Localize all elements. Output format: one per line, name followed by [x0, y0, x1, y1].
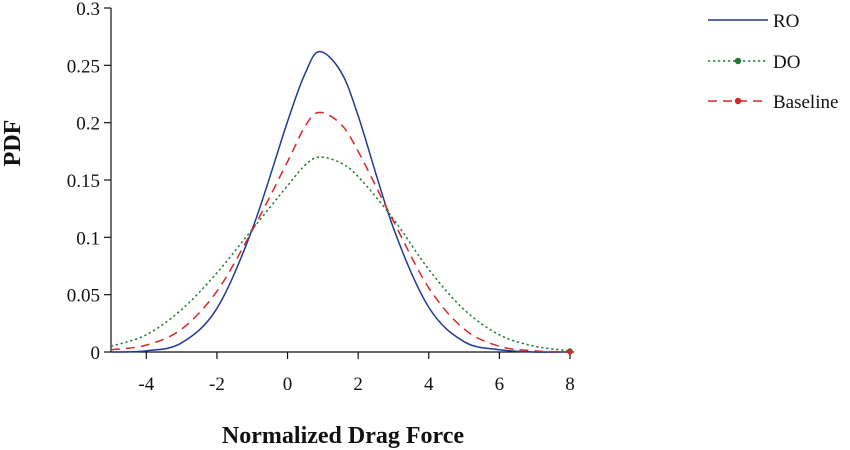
x-tick-label: 2: [353, 374, 363, 395]
y-tick-label: 0.2: [76, 114, 100, 135]
series-lines: [110, 50, 573, 355]
x-axis-title: Normalized Drag Force: [222, 423, 464, 449]
legend-label: Baseline: [773, 92, 838, 113]
x-tick-label: 0: [283, 374, 293, 395]
x-tick-label: 6: [495, 374, 505, 395]
x-tick-label: -4: [138, 374, 154, 395]
legend-label: DO: [773, 52, 800, 73]
legend-marker: [734, 57, 742, 65]
y-axis-title: PDF: [0, 120, 26, 167]
y-tick-label: 0.05: [67, 286, 100, 307]
y-tick-label: 0: [91, 343, 101, 364]
x-tick-label: 8: [565, 374, 575, 395]
legend-item-baseline: Baseline: [708, 92, 838, 113]
legend-item-ro: RO: [708, 11, 799, 32]
y-tick-label: 0.3: [76, 0, 100, 20]
axes: 0 0.05 0.1 0.15 0.2 0.25 0.3 -4 -2 0 2 4 6 8: [67, 0, 575, 395]
y-tick-label: 0.25: [67, 56, 100, 77]
legend-item-do: DO: [708, 52, 800, 73]
y-tick-label: 0.15: [67, 171, 100, 192]
series-line-ro: [110, 50, 571, 353]
x-tick-label: 4: [424, 374, 434, 395]
x-tick-label: -2: [209, 374, 225, 395]
series-line-baseline: [110, 111, 571, 353]
series-end-marker: [567, 349, 573, 355]
series-line-do: [110, 156, 571, 352]
y-tick-label: 0.1: [76, 228, 100, 249]
legend-marker: [734, 97, 742, 105]
legend-label: RO: [773, 11, 799, 32]
legend: RO DO Baseline: [708, 11, 838, 113]
